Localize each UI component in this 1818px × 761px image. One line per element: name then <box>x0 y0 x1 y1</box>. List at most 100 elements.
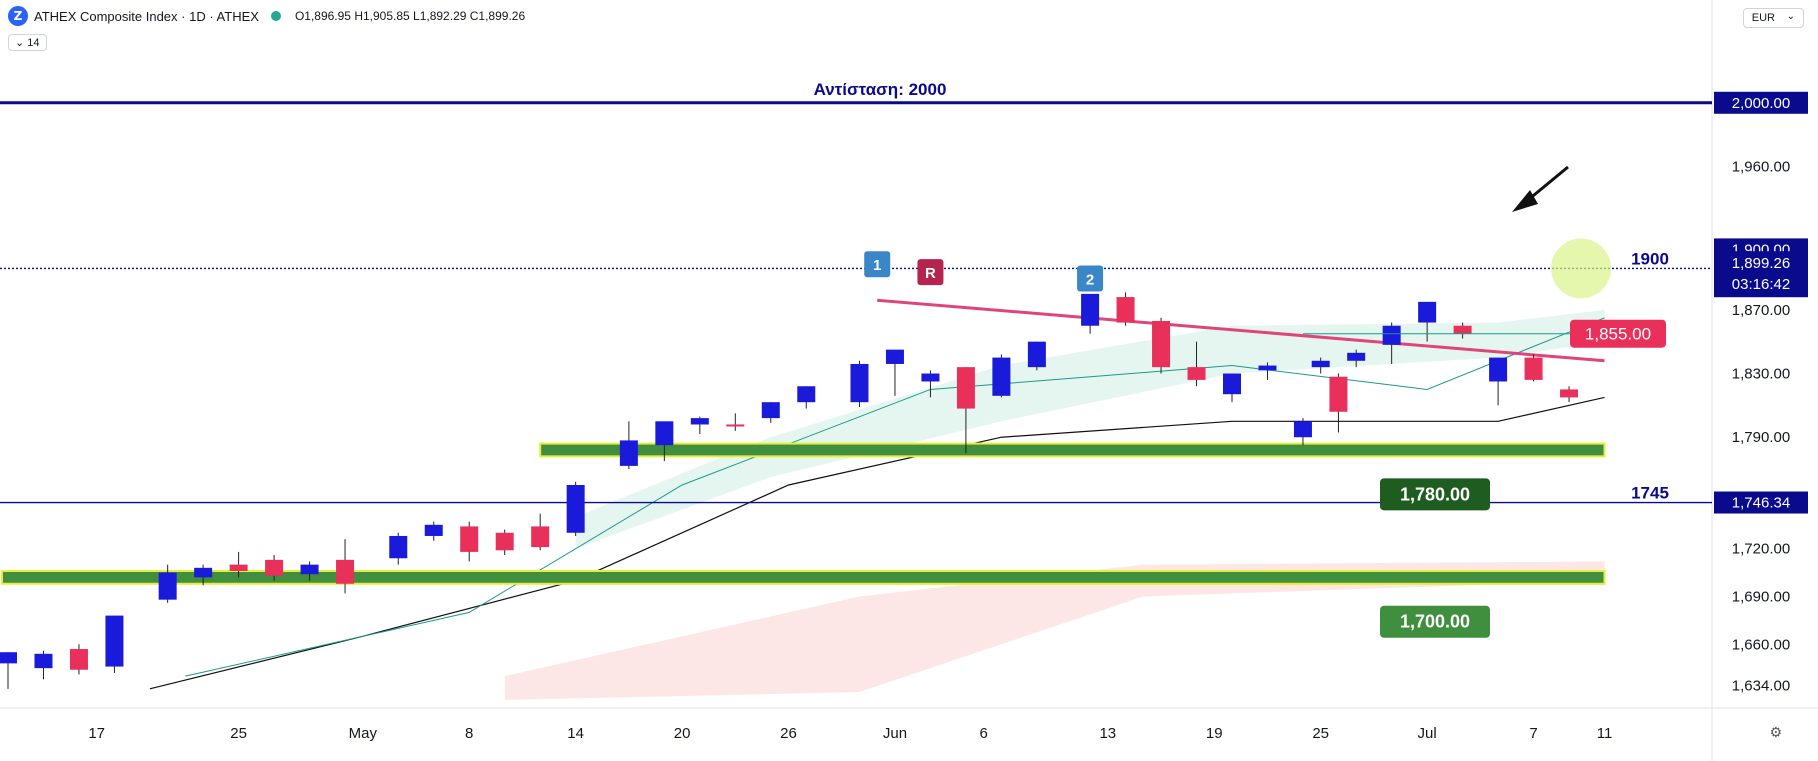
candle-body-8 <box>300 564 319 575</box>
y-tick-label: 1,634.00 <box>1732 678 1790 695</box>
level-1855-tag-bg <box>1570 319 1666 348</box>
candle-body-27 <box>1027 341 1046 368</box>
candle-body-11 <box>424 524 443 536</box>
axis-tag-bg-0 <box>1714 91 1808 114</box>
indicator-toggle[interactable]: ⌄ 14 <box>8 34 47 51</box>
candle-body-32 <box>1223 373 1241 395</box>
candle-body-17 <box>655 421 674 446</box>
x-tick-label: 7 <box>1529 725 1537 742</box>
candle-body-31 <box>1187 367 1206 380</box>
chevron-down-icon: ⌄ <box>15 37 25 49</box>
candle-body-35 <box>1347 352 1366 361</box>
axis-tag-label-2: 1,746.34 <box>1732 495 1790 512</box>
y-tick-label: 1,660.00 <box>1732 636 1790 653</box>
zone-label-0: 1,780.00 <box>1400 484 1470 504</box>
candle-body-9 <box>336 559 355 584</box>
level-label-0: Αντίσταση: 2000 <box>814 80 947 99</box>
x-tick-label: 8 <box>465 725 473 742</box>
event-marker-bg-0 <box>864 251 891 278</box>
x-tick-label: 20 <box>674 725 691 742</box>
support-zone-0 <box>539 442 1606 458</box>
cloud-green-band <box>575 309 1605 549</box>
axis-tag-bg-2 <box>1714 491 1808 514</box>
candle-body-39 <box>1489 357 1508 382</box>
candle-body-16 <box>619 440 638 466</box>
candle-body-7 <box>265 559 284 576</box>
currency-select[interactable]: EUR ⌄ <box>1742 8 1804 28</box>
last-price-tag: 1,899.26 <box>1732 255 1790 272</box>
candle-extra-body-1 <box>1329 376 1348 412</box>
chart-legend: Ζ ATHEX Composite Index · 1D · ATHEX O1,… <box>8 6 525 26</box>
candle-body-15 <box>566 485 585 533</box>
level-label-1: 1900 <box>1631 249 1669 268</box>
candle-body-41 <box>1560 389 1579 398</box>
candle-body-22 <box>850 363 869 403</box>
y-tick-label: 1,960.00 <box>1732 158 1790 175</box>
candle-body-25 <box>956 367 975 409</box>
arrow-head-icon <box>1512 190 1538 212</box>
candle-body-26 <box>992 357 1011 396</box>
y-tick-label: 1,790.00 <box>1732 429 1790 446</box>
indicator-length: 14 <box>27 37 40 49</box>
candle-body-0 <box>0 652 17 664</box>
candle-body-36 <box>1382 325 1401 345</box>
event-marker-label-2: R <box>925 265 936 282</box>
x-tick-label: 11 <box>1597 725 1613 742</box>
candle-body-4 <box>158 572 177 600</box>
event-marker-label-0: 1 <box>873 257 881 274</box>
x-tick-label: Jul <box>1418 725 1437 742</box>
y-tick-label: 1,870.00 <box>1732 302 1790 319</box>
zone-label-bg-0 <box>1380 478 1490 511</box>
candle-body-20 <box>761 402 780 419</box>
event-marker-bg-2 <box>917 259 944 286</box>
x-tick-label: 6 <box>979 725 987 742</box>
candle-body-13 <box>495 532 514 551</box>
countdown-tag: 03:16:42 <box>1732 276 1790 293</box>
candle-body-6 <box>229 564 248 571</box>
x-tick-label: Jun <box>883 725 907 742</box>
y-tick-label: 1,720.00 <box>1732 541 1790 558</box>
candle-extra-body-0 <box>1293 421 1312 438</box>
last-price-tag-bg <box>1714 251 1808 298</box>
moving-average-line <box>149 396 1605 690</box>
ohlc-values: O1,896.95 H1,905.85 L1,892.29 C1,899.26 <box>294 9 526 23</box>
candle-body-10 <box>389 535 408 559</box>
symbol-title[interactable]: ATHEX Composite Index · 1D · ATHEX <box>34 8 259 24</box>
event-marker-bg-1 <box>1077 265 1104 292</box>
x-tick-label: 14 <box>567 725 584 742</box>
y-tick-label: 1,830.00 <box>1732 366 1790 383</box>
candle-body-40 <box>1524 357 1543 380</box>
x-tick-label: 19 <box>1206 725 1223 742</box>
candle-body-19 <box>726 424 745 427</box>
candle-body-5 <box>194 567 213 578</box>
x-tick-label: 25 <box>230 725 247 742</box>
candle-body-18 <box>690 418 709 425</box>
candle-body-38 <box>1453 325 1472 334</box>
candle-body-23 <box>885 349 904 364</box>
currency-value: EUR <box>1751 12 1775 24</box>
settings-gear-icon[interactable]: ⚙ <box>1769 725 1782 741</box>
candle-body-12 <box>460 526 479 552</box>
candle-body-3 <box>105 615 124 667</box>
level-label-2: 1745 <box>1631 484 1669 503</box>
candle-body-24 <box>921 373 940 382</box>
market-status-icon <box>270 11 281 21</box>
candle-body-14 <box>531 526 550 548</box>
event-marker-label-1: 2 <box>1086 272 1094 289</box>
y-tick-label: 1,690.00 <box>1732 588 1790 605</box>
candle-body-21 <box>797 386 816 403</box>
candle-body-1 <box>34 653 53 669</box>
support-zone-wide <box>1 570 1606 585</box>
cloud-red-band <box>504 561 1605 700</box>
candle-body-29 <box>1116 297 1135 323</box>
x-tick-label: 25 <box>1312 725 1329 742</box>
zone-label-1: 1,700.00 <box>1400 612 1470 632</box>
candle-body-34 <box>1311 360 1330 368</box>
chevron-down-icon: ⌄ <box>1786 11 1795 22</box>
candle-body-28 <box>1081 293 1100 326</box>
x-tick-label: 26 <box>780 725 797 742</box>
resistance-trendline <box>877 298 1605 363</box>
highlight-circle <box>1551 238 1612 299</box>
